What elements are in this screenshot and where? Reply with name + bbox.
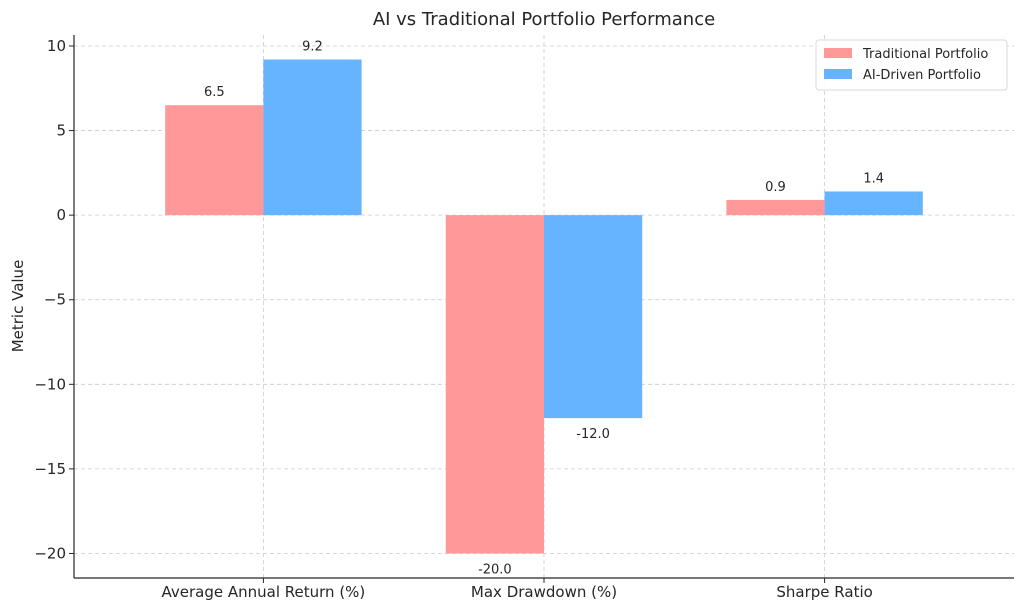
data-labels: 6.5 -20.0 0.9 9.2 -12.0 1.4 [204, 40, 884, 578]
data-label: 9.2 [302, 40, 323, 55]
x-tick-label: Max Drawdown (%) [471, 583, 617, 601]
data-label: 0.9 [765, 180, 786, 195]
legend-swatch [824, 48, 852, 58]
legend: Traditional Portfolio AI-Driven Portfolio [815, 39, 1008, 91]
x-tick-label: Average Annual Return (%) [162, 583, 366, 601]
y-axis-label: Metric Value [9, 260, 27, 353]
chart-title: AI vs Traditional Portfolio Performance [373, 9, 715, 30]
bar [824, 191, 923, 216]
bar [445, 215, 544, 554]
data-label: 1.4 [863, 171, 884, 186]
y-tick-label: 5 [56, 122, 66, 140]
y-tick-label: 10 [47, 37, 66, 55]
y-tick-label: −5 [44, 291, 66, 309]
legend-label: Traditional Portfolio [862, 47, 988, 62]
data-label: -20.0 [478, 562, 512, 577]
y-tick-label: −20 [34, 544, 66, 562]
y-tick-label: −10 [34, 375, 66, 393]
data-label: -12.0 [576, 427, 610, 442]
bar [263, 59, 362, 216]
legend-label: AI-Driven Portfolio [863, 68, 981, 83]
legend-swatch [824, 69, 852, 79]
y-tick-label: 0 [56, 206, 66, 224]
legend-box [815, 39, 1008, 91]
bar [165, 105, 264, 216]
data-label: 6.5 [204, 85, 225, 100]
axes: 10 5 0 −5 −10 −15 −20 Average Annual Return (%)… [34, 35, 1014, 601]
bars [165, 59, 923, 554]
bar [544, 215, 643, 419]
bar [726, 199, 825, 216]
y-tick-label: −15 [34, 460, 66, 478]
x-tick-label: Sharpe Ratio [776, 583, 872, 601]
